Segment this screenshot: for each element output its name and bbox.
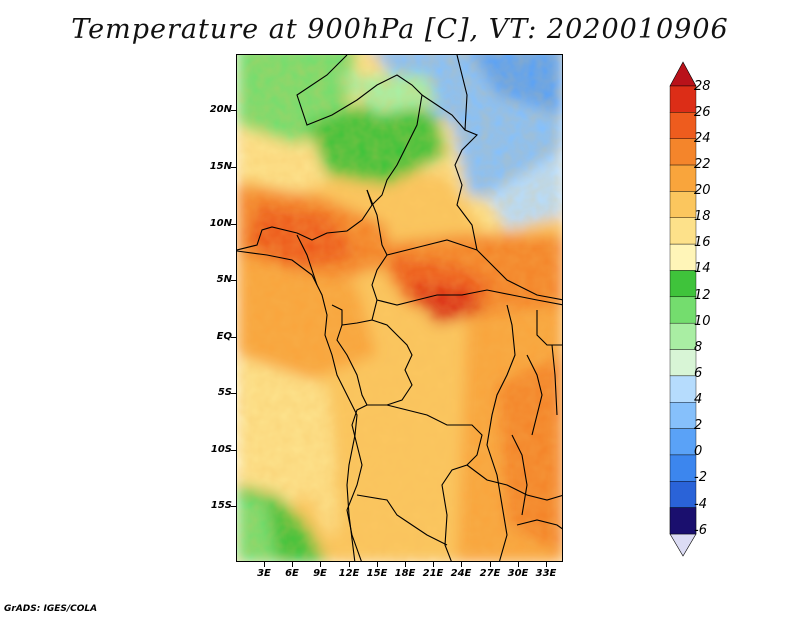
colorbar-label: 0 [694,444,703,459]
colorbar-segment [669,507,697,535]
colorbar-label: 12 [694,288,711,303]
colorbar-segment [669,402,697,429]
lon-tick [518,562,519,567]
lat-label-20n: 20N [209,104,232,115]
colorbar-segment [669,112,697,139]
lat-label-5n: 5N [216,274,232,285]
lon-tick [546,562,547,567]
texture-overlay [237,55,562,561]
colorbar-label: -6 [694,523,707,538]
colorbar-label: 16 [694,235,711,250]
colorbar-label: 10 [694,314,711,329]
lat-label-10n: 10N [209,218,232,229]
colorbar-label: 20 [694,183,711,198]
lat-label-15s: 15S [210,500,232,511]
lon-tick [461,562,462,567]
colorbar-segment [669,164,697,192]
coastline [237,250,358,561]
lat-tick [231,110,236,111]
colorbar-label: 2 [694,418,703,433]
lon-tick [377,562,378,567]
lon-tick [349,562,350,567]
colorbar-segment [669,454,697,482]
colorbar-label: 6 [694,366,703,381]
colorbar-label: 8 [694,340,703,355]
lon-label-24e: 24E [450,568,472,579]
colorbar-label: 22 [694,157,711,172]
colorbar-segment [669,349,697,377]
lon-tick [433,562,434,567]
lon-label-33e: 33E [535,568,557,579]
colorbar-segment [669,243,697,271]
lat-label-5s: 5S [217,387,232,398]
lat-label-15n: 15N [209,161,232,172]
lat-tick [231,280,236,281]
colorbar-segment [669,217,697,245]
lat-tick [231,450,236,451]
lon-tick [405,562,406,567]
lat-tick [231,506,236,507]
lon-label-15e: 15E [366,568,388,579]
colorbar-min-arrow [669,533,697,557]
lon-label-18e: 18E [394,568,416,579]
colorbar-segment [669,296,697,324]
chart-title: Temperature at 900hPa [C], VT: 202001090… [71,14,729,45]
colorbar-label: 26 [694,105,711,120]
lat-tick [231,393,236,394]
colorbar [669,61,697,557]
lat-label-10s: 10S [210,444,232,455]
colorbar-segment [669,85,697,113]
colorbar-segment [669,375,697,403]
lat-tick [231,167,236,168]
lon-label-9e: 9E [313,568,327,579]
lon-tick [292,562,293,567]
lon-tick [490,562,491,567]
colorbar-label: 28 [694,79,711,94]
colorbar-segment [669,481,697,508]
colorbar-segment [669,138,697,166]
colorbar-max-arrow [669,61,697,87]
lon-label-12e: 12E [338,568,360,579]
colorbar-segment [669,270,697,298]
temperature-map [236,54,563,562]
colorbar-segment [669,191,697,218]
lon-label-30e: 30E [507,568,529,579]
colorbar-label: 4 [694,392,703,407]
colorbar-label: 14 [694,261,711,276]
lon-tick [264,562,265,567]
colorbar-label: 24 [694,131,711,146]
map-canvas [237,55,562,561]
colorbar-segment [669,428,697,456]
lon-label-21e: 21E [422,568,444,579]
lon-label-6e: 6E [285,568,299,579]
lat-label-eq: EQ [216,331,232,342]
colorbar-label: -4 [694,497,707,512]
lon-label-3e: 3E [257,568,271,579]
lon-tick [320,562,321,567]
colorbar-label: 18 [694,209,711,224]
lat-tick [231,224,236,225]
colorbar-segment [669,322,697,350]
footer-credit: GrADS: IGES/COLA [4,604,98,614]
country-borders [237,55,562,561]
colorbar-label: -2 [694,470,707,485]
lon-label-27e: 27E [479,568,501,579]
lat-tick [231,337,236,338]
